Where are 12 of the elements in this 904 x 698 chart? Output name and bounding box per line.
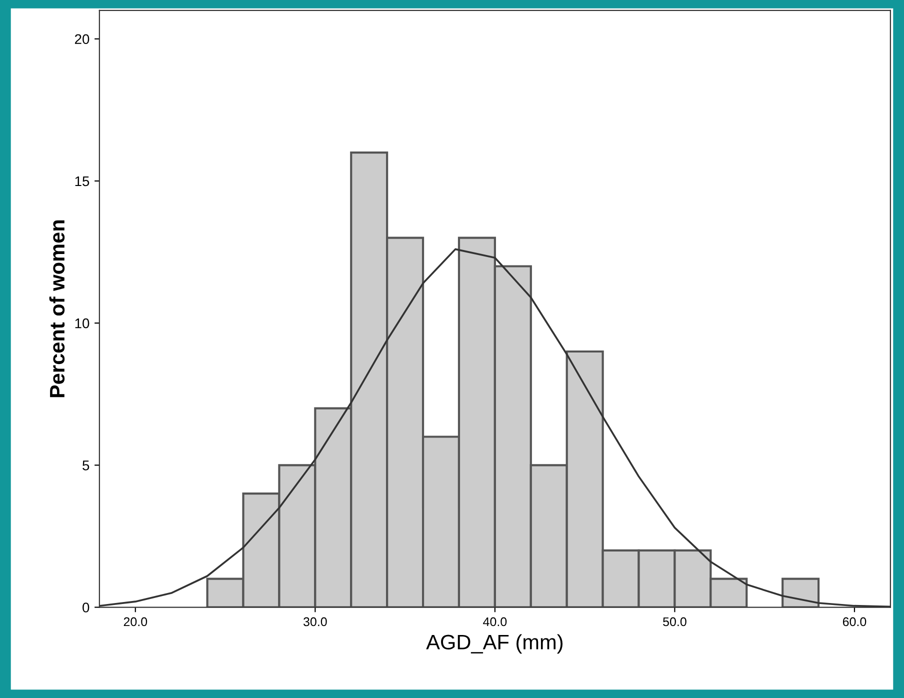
y-tick-label: 15 — [75, 176, 90, 186]
x-tick-label: 60.0 — [842, 617, 866, 626]
x-tick-label: 20.0 — [124, 617, 148, 626]
y-tick-label: 0 — [82, 602, 90, 612]
y-axis-title: Percent of women — [49, 220, 65, 398]
y-tick-label: 5 — [82, 460, 90, 470]
x-axis-title: AGD_AF (mm) — [426, 634, 563, 654]
x-tick-label: 50.0 — [663, 617, 686, 626]
x-tick-label: 30.0 — [303, 617, 327, 626]
y-tick-label: 20 — [74, 34, 90, 44]
y-tick-label: 10 — [75, 318, 90, 328]
x-tick-label: 40.0 — [483, 617, 507, 626]
